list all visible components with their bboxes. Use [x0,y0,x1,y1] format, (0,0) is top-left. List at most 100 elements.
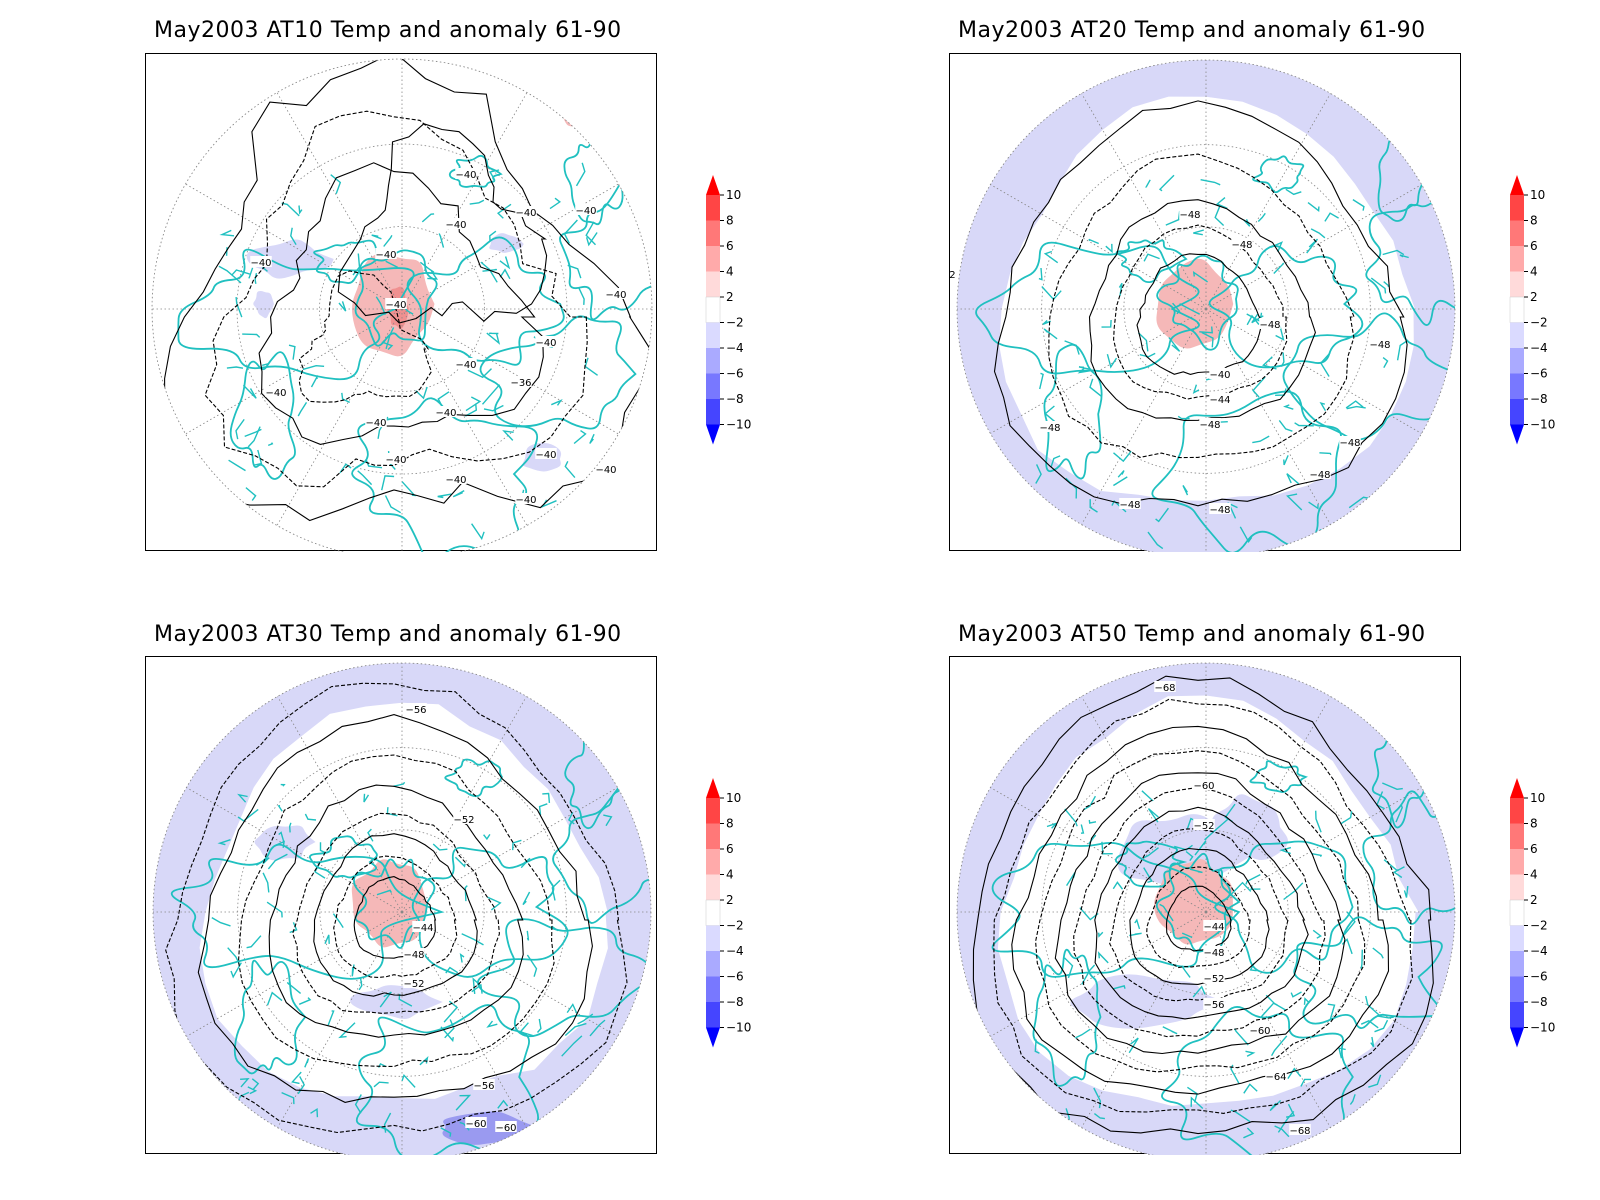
border-line [251,1078,260,1090]
border-line [375,296,386,315]
coastline [1362,790,1455,925]
border-line [1399,254,1409,259]
border-line [297,402,308,417]
border-line [421,213,435,223]
border-line [1273,262,1285,274]
colorbar-segment [1510,399,1524,425]
warm-anomaly-area [562,108,590,128]
coastline [406,236,565,366]
border-line [471,983,483,994]
border-line [379,991,392,1008]
border-line [1319,529,1336,538]
border-line [1360,949,1363,969]
border-line [1077,367,1094,374]
meridian-line [990,184,1207,310]
border-line [437,493,452,499]
border-line [354,1094,362,1114]
border-line [497,1099,509,1109]
meridian-line [1205,184,1422,310]
contour-label-bg [535,336,557,347]
border-line [367,828,374,842]
border-line [568,811,575,825]
temperature-contour [1094,806,1309,1020]
temperature-contour [164,59,652,522]
contour-label: −40 [515,208,536,219]
temperature-contour [993,698,1413,1114]
border-line [469,199,485,205]
contour-label-bg [535,448,557,459]
meridian-line [401,308,528,526]
border-line [487,896,502,911]
border-line [1260,1002,1278,1018]
colorbar-segment [706,322,720,348]
border-line [393,781,406,787]
border-line [376,889,393,896]
border-line [1162,1026,1178,1035]
latitude-circle [319,829,485,995]
border-line [1199,326,1213,334]
border-line [1303,997,1310,1005]
border-line [1382,357,1389,369]
colorbar: 10 8 6 4 2 −2 −4 −6 −8 −10 [1509,175,1555,445]
border-line [502,430,514,441]
border-line [551,398,563,406]
border-line [338,301,347,312]
border-line [262,872,270,893]
border-line [1038,267,1043,281]
border-line [277,804,283,812]
map-outline [956,59,1456,552]
colorbar-segment [706,348,720,374]
border-line [383,234,393,247]
colorbar-segment [706,849,720,875]
temperature-contour [1109,828,1289,1002]
border-line [228,459,246,472]
border-line [1043,250,1059,264]
colorbar-label: 6 [726,842,734,856]
border-line [248,267,254,279]
contour-label-bg [1039,421,1061,432]
border-line [1315,810,1322,833]
border-line [310,374,318,388]
contour-label-bg [385,298,407,309]
border-line [575,162,586,187]
contour-label: −52 [1203,974,1224,985]
contour-label-bg [1209,368,1231,379]
border-line [1192,985,1206,998]
contour-label: −60 [1249,1026,1270,1037]
coastline [991,841,1241,978]
border-line [549,197,561,210]
border-line [219,229,235,237]
temperature-contour [313,833,478,997]
border-line [338,1022,356,1039]
contour-label: −36 [510,378,531,389]
colorbar-label: −8 [1530,392,1548,406]
border-line [1372,947,1384,959]
colorbar-label: 10 [726,188,741,202]
border-line [383,1112,392,1133]
contour-label: −40 [385,300,406,311]
border-line [1396,339,1409,361]
border-line [541,499,557,508]
border-line [1065,477,1078,499]
temperature-contour [292,812,500,1014]
coastline [1043,343,1103,480]
colorbar-segment [1509,899,1525,926]
border-line [1081,964,1096,985]
border-line [1185,850,1194,862]
contour-label: −40 [575,206,596,217]
border-line [432,843,448,851]
border-line [1097,951,1109,964]
border-line [577,1013,594,1025]
border-line [381,341,394,351]
border-line [461,933,484,946]
border-line [589,433,595,444]
border-line [1294,422,1314,427]
contour-label-bg [455,358,477,369]
border-line [304,813,317,821]
border-line [1134,918,1141,930]
border-line [1312,929,1322,939]
border-line [489,169,500,181]
border-line [583,498,592,509]
border-line [384,495,402,514]
coastline [1156,254,1239,351]
